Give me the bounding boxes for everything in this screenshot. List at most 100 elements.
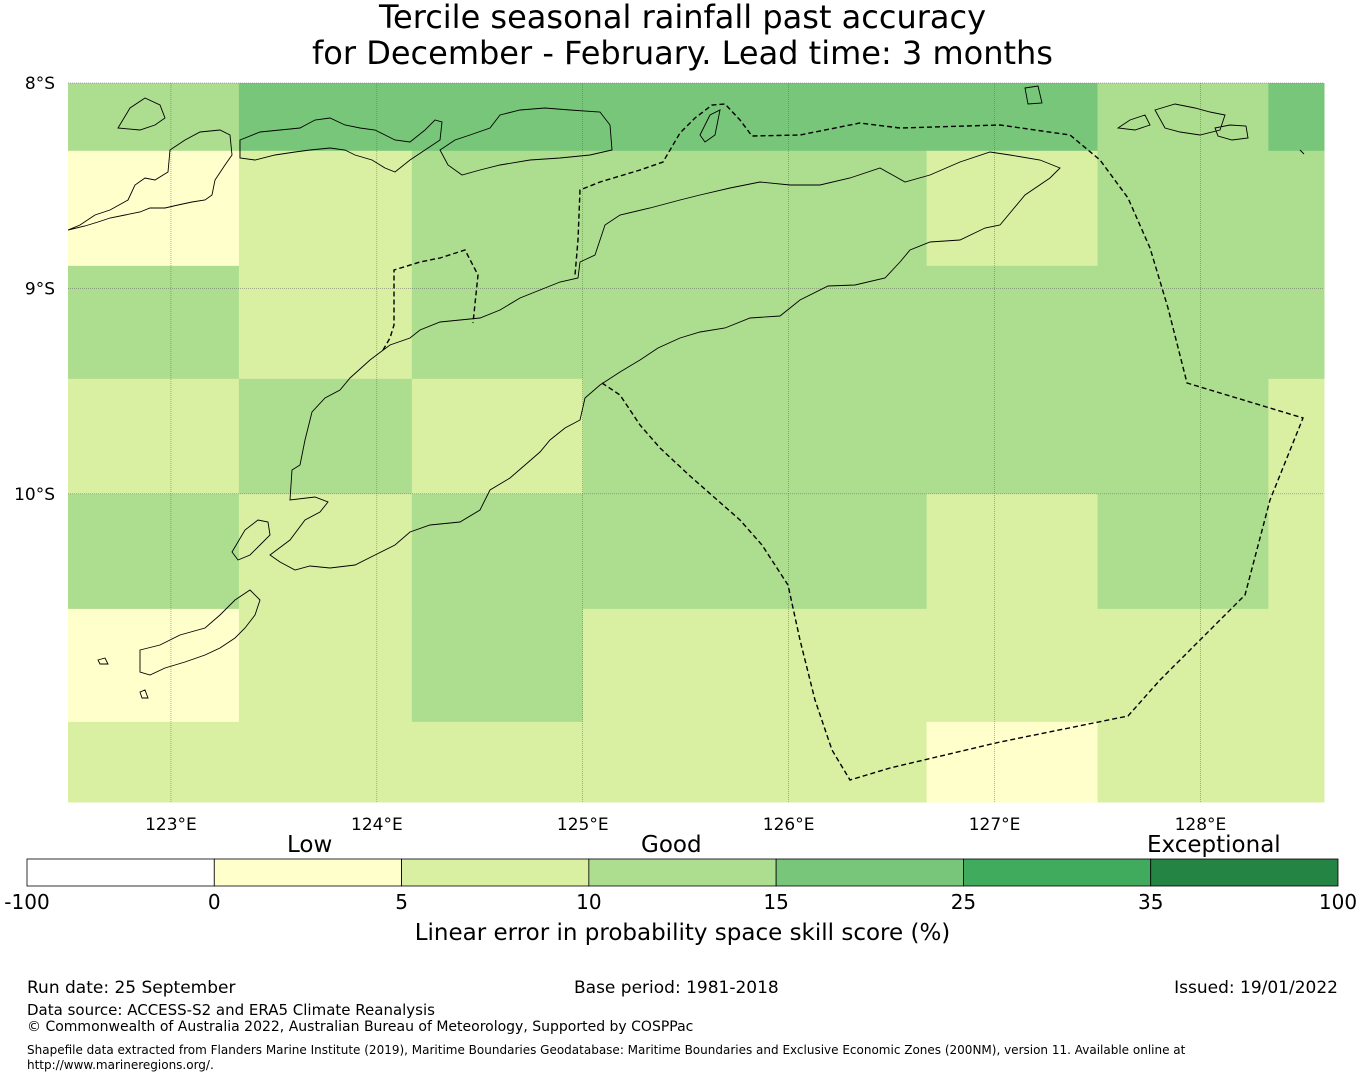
lon-tick-label: 128°E bbox=[1175, 815, 1227, 835]
skill-cell bbox=[68, 150, 240, 267]
colorbar-tick-label: 0 bbox=[207, 890, 221, 914]
skill-cell bbox=[68, 721, 240, 803]
skill-cell bbox=[582, 150, 755, 267]
skill-cell bbox=[926, 265, 1099, 380]
lon-tick-label: 124°E bbox=[351, 815, 403, 835]
map-gridlines bbox=[68, 82, 1324, 802]
base-period: Base period: 1981-2018 bbox=[574, 978, 779, 998]
skill-cell bbox=[238, 265, 413, 380]
skill-cell bbox=[926, 150, 1099, 267]
colorbar-tick-label: 25 bbox=[950, 890, 977, 914]
eez-timor-leste bbox=[574, 103, 1304, 781]
colorbar-tick-label: 100 bbox=[1318, 890, 1358, 914]
lon-tick-label: 127°E bbox=[969, 815, 1021, 835]
skill-cell bbox=[411, 83, 584, 152]
colorbar-swatch bbox=[213, 858, 402, 887]
coastline-alor bbox=[239, 117, 443, 173]
colorbar-swatch bbox=[588, 858, 777, 887]
coastlines bbox=[67, 85, 1305, 699]
skill-cell bbox=[68, 608, 240, 723]
run-date: Run date: 25 September bbox=[27, 978, 236, 998]
skill-cell bbox=[1268, 721, 1325, 803]
colorbar-tick-label: 10 bbox=[576, 890, 602, 914]
skill-cell bbox=[1268, 608, 1325, 723]
skill-cell bbox=[1097, 608, 1269, 723]
colorbar-category-good: Good bbox=[641, 832, 702, 858]
colorbar-category-exceptional: Exceptional bbox=[1147, 832, 1281, 858]
skill-cell bbox=[238, 608, 413, 723]
colorbar-tick-label: 15 bbox=[763, 890, 789, 914]
skill-cell bbox=[926, 608, 1099, 723]
coastline-timor bbox=[269, 151, 1061, 571]
colorbar bbox=[26, 858, 1339, 887]
skill-cell bbox=[753, 265, 928, 380]
skill-cell bbox=[238, 493, 413, 610]
skill-cell bbox=[753, 150, 928, 267]
skill-grid-cells bbox=[68, 83, 1325, 803]
data-source: Data source: ACCESS-S2 and ERA5 Climate … bbox=[27, 1001, 435, 1019]
skill-cell bbox=[1268, 378, 1325, 495]
skill-cell bbox=[1268, 83, 1325, 152]
skill-cell bbox=[68, 378, 240, 495]
skill-cell bbox=[238, 721, 413, 803]
skill-cell bbox=[68, 83, 240, 152]
skill-cell bbox=[1097, 265, 1269, 380]
skill-cell bbox=[1268, 265, 1325, 380]
copyright: © Commonwealth of Australia 2022, Austra… bbox=[27, 1019, 694, 1035]
coastline-flores-east bbox=[67, 129, 233, 231]
colorbar-category-low: Low bbox=[287, 832, 333, 858]
skill-cell bbox=[1097, 378, 1269, 495]
skill-cell bbox=[1097, 150, 1269, 267]
skill-cell bbox=[753, 608, 928, 723]
colorbar-swatch bbox=[401, 858, 590, 887]
axis-tick-labels: 123°E 124°E 125°E 126°E 127°E 128°E 8°S 9°S 10°S bbox=[14, 74, 1226, 835]
skill-cell bbox=[582, 493, 755, 610]
skill-cell bbox=[411, 608, 584, 723]
colorbar-swatch bbox=[26, 858, 215, 887]
colorbar-swatch bbox=[963, 858, 1152, 887]
skill-cell bbox=[582, 721, 755, 803]
skill-cell bbox=[1268, 493, 1325, 610]
colorbar-title: Linear error in probability space skill … bbox=[414, 920, 951, 946]
skill-cell bbox=[1097, 721, 1269, 803]
lon-tick-label: 126°E bbox=[763, 815, 815, 835]
chart-title-line2: for December - February. Lead time: 3 mo… bbox=[312, 34, 1053, 72]
colorbar-tick-label: -100 bbox=[4, 890, 50, 914]
chart-title-line1: Tercile seasonal rainfall past accuracy bbox=[378, 0, 987, 36]
lat-tick-label: 8°S bbox=[25, 74, 55, 94]
eez-boundaries bbox=[382, 103, 1304, 781]
skill-cell bbox=[582, 265, 755, 380]
skill-cell bbox=[68, 493, 240, 610]
skill-cell bbox=[753, 378, 928, 495]
coastline-small-islands bbox=[97, 85, 1305, 699]
colorbar-tick-label: 35 bbox=[1137, 890, 1164, 914]
skill-cell bbox=[582, 83, 755, 152]
coastline-wetar bbox=[439, 107, 613, 176]
skill-cell bbox=[1097, 83, 1269, 152]
skill-cell bbox=[238, 150, 413, 267]
skill-cell bbox=[238, 378, 413, 495]
issued-date: Issued: 19/01/2022 bbox=[1174, 978, 1338, 998]
skill-cell bbox=[411, 493, 584, 610]
skill-cell bbox=[926, 378, 1099, 495]
eez-oecusse bbox=[382, 249, 479, 351]
skill-cell bbox=[926, 493, 1099, 610]
skill-cell bbox=[582, 378, 755, 495]
lat-tick-label: 9°S bbox=[25, 279, 55, 299]
skill-cell bbox=[926, 83, 1099, 152]
skill-cell bbox=[753, 493, 928, 610]
colorbar-tick-label: 5 bbox=[395, 890, 408, 914]
colorbar-swatch bbox=[1150, 858, 1339, 887]
skill-cell bbox=[753, 721, 928, 803]
skill-cell bbox=[582, 608, 755, 723]
skill-cell bbox=[1097, 493, 1269, 610]
skill-cell bbox=[1268, 150, 1325, 267]
skill-cell bbox=[753, 83, 928, 152]
skill-cell bbox=[238, 83, 413, 152]
skill-cell bbox=[411, 265, 584, 380]
shapefile-credit-line1: Shapefile data extracted from Flanders M… bbox=[27, 1043, 1186, 1057]
colorbar-swatch bbox=[775, 858, 964, 887]
skill-cell bbox=[68, 265, 240, 380]
skill-cell bbox=[411, 721, 584, 803]
